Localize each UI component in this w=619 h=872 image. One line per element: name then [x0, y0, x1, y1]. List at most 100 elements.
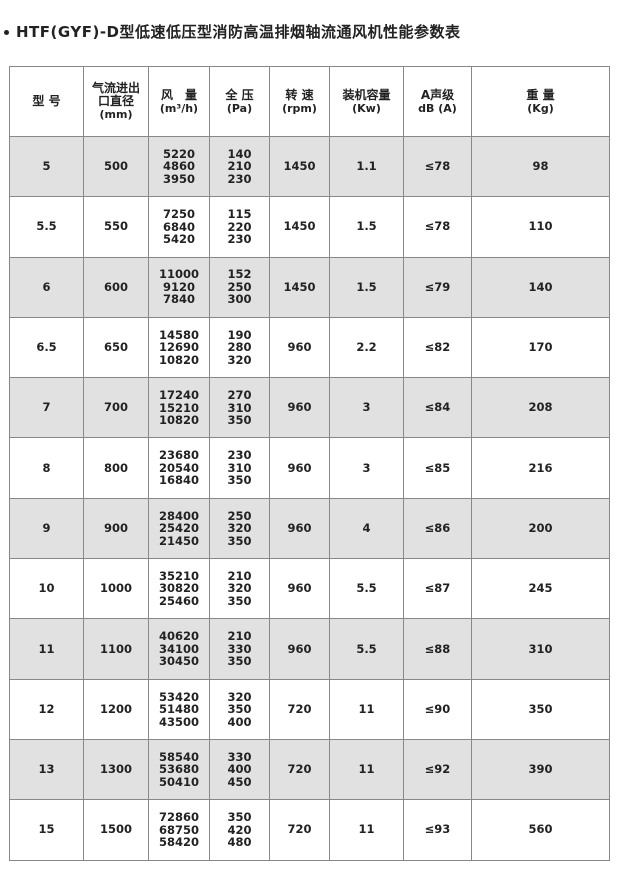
header-power: 装机容量 (Kw) [329, 66, 404, 137]
pressure-value: 210 [227, 629, 252, 644]
cell-speed: 720 [269, 799, 330, 861]
pressure-value: 210 [227, 159, 252, 174]
airflow-value: 30820 [158, 581, 199, 596]
bullet-icon [4, 30, 9, 35]
table-row: 10 1000 35210 30820 25460 210 320 350 960 5.5 ≤87 2… [9, 558, 610, 620]
pressure-value: 115 [227, 207, 252, 222]
cell-airflow: 17240 15210 10820 [148, 377, 210, 439]
pressure-value: 310 [227, 400, 252, 415]
cell-pressure: 250 320 350 [209, 497, 270, 560]
cell-power: 1.1 [329, 135, 404, 198]
airflow-value: 40620 [158, 629, 199, 644]
cell-noise: ≤78 [403, 196, 472, 258]
pressure-value: 480 [227, 835, 252, 850]
document-title: HTF(GYF)-D型低速低压型消防高温排烟轴流通风机性能参数表 [4, 21, 461, 42]
pressure-value: 300 [227, 292, 252, 307]
header-label: 装机容量 [342, 87, 391, 102]
pressure-value: 152 [227, 267, 252, 282]
cell-noise: ≤85 [403, 437, 472, 499]
cell-noise: ≤84 [403, 377, 472, 439]
cell-airflow: 14580 12690 10820 [148, 316, 210, 379]
cell-airflow: 23680 20540 16840 [148, 437, 210, 499]
airflow-value: 5220 [162, 146, 195, 161]
airflow-value: 10820 [158, 413, 199, 428]
title-text: HTF(GYF)-D型低速低压型消防高温排烟轴流通风机性能参数表 [16, 23, 461, 41]
airflow-value: 43500 [158, 714, 199, 729]
table-row: 11 1100 40620 34100 30450 210 330 350 960 5.5 ≤88 3… [9, 618, 610, 680]
pressure-value: 320 [227, 352, 252, 367]
header-pressure: 全 压 (Pa) [209, 66, 270, 137]
cell-pressure: 270 310 350 [209, 377, 270, 439]
cell-model: 5.5 [9, 196, 84, 258]
airflow-value: 34100 [158, 641, 199, 656]
cell-diameter: 1200 [83, 678, 149, 740]
pressure-value: 140 [227, 146, 252, 161]
header-unit: (rpm) [282, 101, 317, 115]
cell-weight: 390 [471, 738, 610, 801]
header-speed: 转 速 (rpm) [269, 66, 330, 137]
airflow-value: 5420 [162, 232, 195, 247]
airflow-value: 15210 [158, 400, 199, 415]
cell-airflow: 58540 53680 50410 [148, 738, 210, 801]
pressure-value: 350 [227, 702, 252, 717]
cell-model: 6 [9, 256, 84, 318]
cell-diameter: 900 [83, 497, 149, 560]
cell-speed: 960 [269, 377, 330, 439]
cell-noise: ≤88 [403, 618, 472, 680]
airflow-value: 21450 [158, 533, 199, 548]
header-diameter: 气流进出 口直径 (mm) [83, 66, 149, 137]
cell-power: 3 [329, 377, 404, 439]
cell-diameter: 1000 [83, 558, 149, 620]
cell-pressure: 210 320 350 [209, 558, 270, 620]
cell-weight: 310 [471, 618, 610, 680]
cell-airflow: 35210 30820 25460 [148, 558, 210, 620]
pressure-value: 350 [227, 810, 252, 825]
cell-weight: 208 [471, 377, 610, 439]
cell-model: 11 [9, 618, 84, 680]
cell-model: 10 [9, 558, 84, 620]
cell-power: 5.5 [329, 558, 404, 620]
cell-noise: ≤78 [403, 135, 472, 198]
airflow-value: 58420 [158, 835, 199, 850]
pressure-value: 350 [227, 593, 252, 608]
cell-diameter: 1100 [83, 618, 149, 680]
airflow-value: 11000 [158, 267, 199, 282]
pressure-value: 320 [227, 581, 252, 596]
cell-diameter: 600 [83, 256, 149, 318]
airflow-value: 58540 [158, 749, 199, 764]
header-label: 全 压 [225, 87, 254, 102]
cell-speed: 1450 [269, 256, 330, 318]
cell-diameter: 700 [83, 377, 149, 439]
airflow-value: 25460 [158, 593, 199, 608]
header-weight: 重 量 (Kg) [471, 66, 610, 137]
table-row: 6 600 11000 9120 7840 152 250 300 1450 1.5 ≤79 140 [9, 256, 610, 318]
cell-power: 11 [329, 678, 404, 740]
cell-power: 11 [329, 799, 404, 861]
cell-model: 9 [9, 497, 84, 560]
cell-pressure: 320 350 400 [209, 678, 270, 740]
cell-speed: 960 [269, 437, 330, 499]
airflow-value: 25420 [158, 521, 199, 536]
cell-weight: 216 [471, 437, 610, 499]
cell-airflow: 28400 25420 21450 [148, 497, 210, 560]
cell-weight: 170 [471, 316, 610, 379]
airflow-value: 53680 [158, 762, 199, 777]
cell-noise: ≤92 [403, 738, 472, 801]
cell-diameter: 650 [83, 316, 149, 379]
pressure-value: 330 [227, 641, 252, 656]
pressure-value: 270 [227, 388, 252, 403]
cell-airflow: 40620 34100 30450 [148, 618, 210, 680]
airflow-value: 72860 [158, 810, 199, 825]
cell-power: 1.5 [329, 256, 404, 318]
cell-weight: 98 [471, 135, 610, 198]
airflow-value: 53420 [158, 689, 199, 704]
pressure-value: 350 [227, 533, 252, 548]
cell-power: 4 [329, 497, 404, 560]
cell-model: 13 [9, 738, 84, 801]
header-airflow: 风 量 (m³/h) [148, 66, 210, 137]
cell-noise: ≤90 [403, 678, 472, 740]
table-header-row: 型 号气流进出 口直径 (mm) 风 量 (m³/h) 全 压 (Pa) 转 速 (rpm) 装机… [9, 66, 610, 137]
airflow-value: 10820 [158, 352, 199, 367]
table-row: 5.5 550 7250 6840 5420 115 220 230 1450 1.5 ≤78 110 [9, 196, 610, 258]
cell-model: 12 [9, 678, 84, 740]
